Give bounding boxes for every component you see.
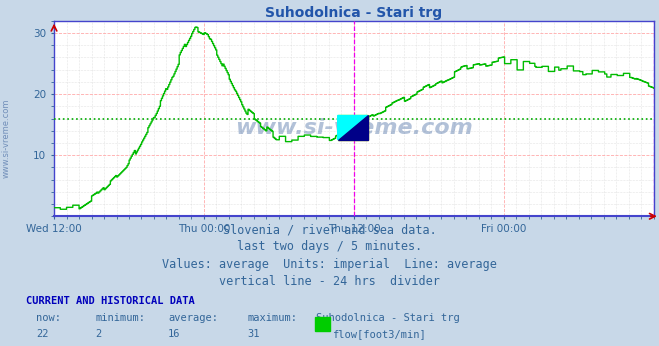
Text: last two days / 5 minutes.: last two days / 5 minutes. xyxy=(237,240,422,254)
Text: 2: 2 xyxy=(96,329,101,339)
Title: Suhodolnica - Stari trg: Suhodolnica - Stari trg xyxy=(266,6,442,20)
Text: Slovenia / river and sea data.: Slovenia / river and sea data. xyxy=(223,223,436,236)
Polygon shape xyxy=(337,116,368,140)
Text: Values: average  Units: imperial  Line: average: Values: average Units: imperial Line: av… xyxy=(162,258,497,271)
Text: CURRENT AND HISTORICAL DATA: CURRENT AND HISTORICAL DATA xyxy=(26,296,195,306)
Text: vertical line - 24 hrs  divider: vertical line - 24 hrs divider xyxy=(219,275,440,288)
Text: www.si-vreme.com: www.si-vreme.com xyxy=(2,99,11,178)
Text: 22: 22 xyxy=(36,329,49,339)
Text: maximum:: maximum: xyxy=(247,313,297,323)
Polygon shape xyxy=(337,116,368,140)
Text: www.si-vreme.com: www.si-vreme.com xyxy=(235,118,473,138)
Text: Suhodolnica - Stari trg: Suhodolnica - Stari trg xyxy=(316,313,460,323)
Text: 31: 31 xyxy=(247,329,260,339)
Bar xyxy=(337,116,368,140)
Text: minimum:: minimum: xyxy=(96,313,146,323)
Text: now:: now: xyxy=(36,313,61,323)
Text: flow[foot3/min]: flow[foot3/min] xyxy=(332,329,426,339)
Text: average:: average: xyxy=(168,313,218,323)
Text: 16: 16 xyxy=(168,329,181,339)
